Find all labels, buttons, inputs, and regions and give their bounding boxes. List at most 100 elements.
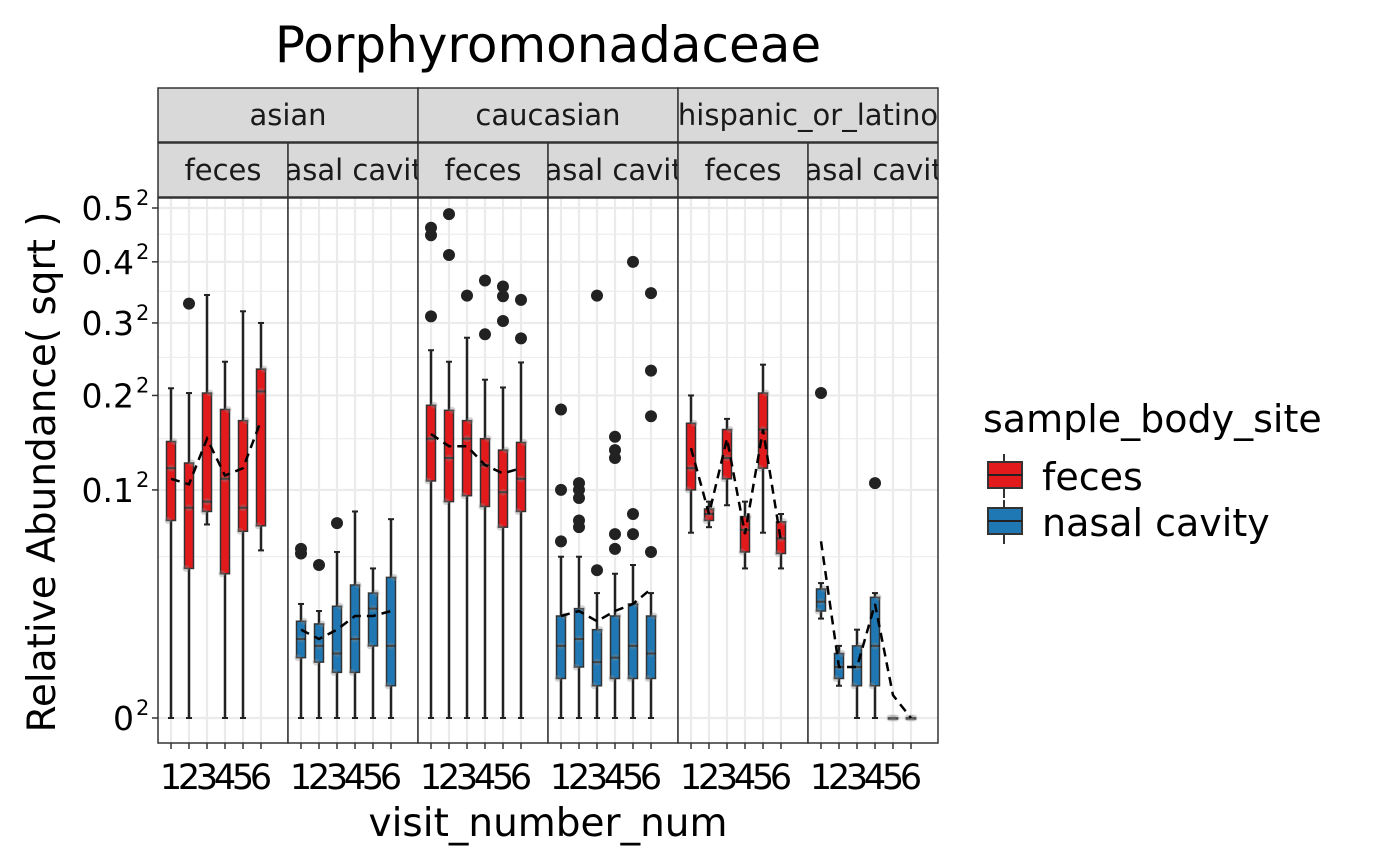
- x-tick-label: 3: [456, 758, 478, 798]
- jitter-point: [850, 682, 858, 690]
- strip-caucasian: caucasian: [417, 87, 679, 143]
- outlier-point: [295, 542, 307, 555]
- jitter-point: [260, 365, 268, 373]
- x-tick-label: 2: [568, 758, 590, 798]
- jitter-point: [430, 401, 438, 409]
- box-visit-4: [868, 477, 882, 719]
- legend-label: feces: [1042, 455, 1143, 499]
- x-axis-label: visit_number_num: [369, 801, 728, 846]
- strip-label: caucasian: [475, 98, 620, 132]
- x-tick-label: 3: [716, 758, 738, 798]
- x-tick-label: 1: [680, 758, 702, 798]
- y-tick-label: 0.4: [82, 243, 134, 282]
- sub-strip-label: feces: [705, 153, 782, 187]
- box: [591, 628, 603, 687]
- jitter-point: [424, 477, 432, 485]
- x-tick-label: 5: [492, 758, 514, 798]
- box-visit-3: [330, 517, 344, 719]
- x-tick-label: 6: [770, 758, 792, 798]
- outlier-point: [591, 564, 603, 577]
- jitter-point: [502, 446, 510, 454]
- outlier-point: [645, 545, 657, 558]
- jitter-point: [756, 464, 764, 472]
- outlier-point: [479, 328, 491, 341]
- sub-strip-label: nasal cavity: [526, 153, 700, 187]
- x-tick-label: 4: [734, 758, 756, 798]
- strip-box: [677, 87, 939, 143]
- jitter-point: [254, 522, 262, 530]
- box-visit-1: [554, 403, 568, 719]
- x-tick-label: 3: [586, 758, 608, 798]
- x-tick-label: 6: [250, 758, 272, 798]
- outlier-point: [313, 559, 325, 571]
- jitter-point: [351, 635, 359, 643]
- jitter-point: [182, 564, 190, 572]
- jitter-point: [448, 406, 456, 414]
- box: [461, 419, 473, 497]
- legend-title: sample_body_site: [983, 397, 1322, 441]
- jitter-point: [167, 464, 175, 472]
- jitter-point: [690, 419, 698, 427]
- outlier-point: [609, 542, 621, 555]
- jitter-point: [366, 642, 374, 650]
- box-visit-6: [514, 293, 528, 719]
- box: [721, 428, 733, 480]
- box-visit-1: [294, 542, 308, 719]
- x-tick-label: 5: [362, 758, 384, 798]
- jitter-point: [384, 682, 392, 690]
- jitter-point: [838, 649, 846, 657]
- x-tick-label: 3: [846, 758, 868, 798]
- strip-box: [417, 87, 679, 143]
- x-tick-label: 2: [698, 758, 720, 798]
- outlier-point: [645, 364, 657, 377]
- jitter-point: [868, 682, 876, 690]
- strip-label: hispanic_or_latino: [678, 98, 938, 132]
- box: [869, 596, 881, 687]
- jitter-point: [188, 459, 196, 467]
- box-visit-4: [608, 430, 622, 719]
- box-visit-6: [644, 287, 658, 719]
- chart-title: Porphyromonadaceae: [275, 16, 821, 74]
- y-tick-exponent: 2: [136, 468, 149, 492]
- jitter-point: [889, 714, 897, 722]
- outlier-point: [183, 297, 195, 310]
- y-tick-exponent: 2: [136, 373, 149, 397]
- jitter-point: [856, 642, 864, 650]
- box-visit-5: [236, 310, 250, 719]
- box: [425, 404, 437, 482]
- box-visit-6: [254, 321, 268, 552]
- jitter-point: [484, 435, 492, 443]
- box-visit-3: [590, 289, 604, 719]
- jitter-point: [318, 620, 326, 628]
- box: [183, 462, 195, 570]
- jitter-point: [239, 504, 247, 512]
- box: [443, 409, 455, 503]
- box: [497, 449, 509, 528]
- jitter-point: [871, 642, 879, 650]
- jitter-point: [445, 454, 453, 462]
- box: [219, 408, 231, 575]
- x-tick-label: 1: [810, 758, 832, 798]
- jitter-point: [354, 581, 362, 589]
- box: [479, 437, 491, 508]
- outlier-point: [497, 280, 509, 293]
- box-visit-2: [442, 208, 456, 719]
- y-tick-exponent: 2: [136, 186, 149, 210]
- sub-strip-box: [807, 142, 939, 198]
- x-tick-label: 1: [420, 758, 442, 798]
- jitter-point: [774, 550, 782, 558]
- mean-trend-line: [819, 541, 912, 719]
- jitter-point: [315, 642, 323, 650]
- sub-strip-label: feces: [445, 153, 522, 187]
- x-tick-label: 6: [510, 758, 532, 798]
- outlier-point: [645, 287, 657, 300]
- box: [367, 592, 379, 647]
- box: [645, 615, 657, 680]
- outlier-point: [609, 528, 621, 541]
- jitter-point: [614, 612, 622, 620]
